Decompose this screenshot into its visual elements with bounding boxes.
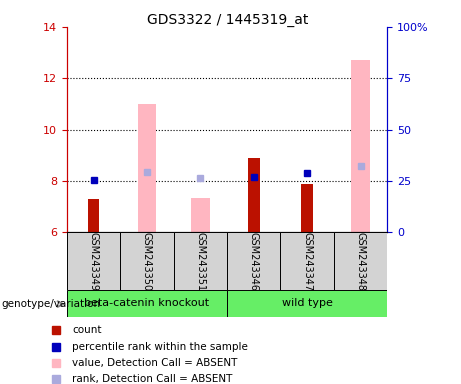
Bar (351, 60, 370, 232)
Bar (334, 232, 387, 290)
Text: genotype/variation: genotype/variation (1, 299, 100, 309)
Bar (280, 232, 334, 290)
Text: GSM243350: GSM243350 (142, 232, 152, 291)
Text: beta-catenin knockout: beta-catenin knockout (84, 298, 209, 308)
Bar (88, 199, 100, 232)
Text: rank, Detection Call = ABSENT: rank, Detection Call = ABSENT (72, 374, 233, 384)
Bar (174, 232, 227, 290)
Text: value, Detection Call = ABSENT: value, Detection Call = ABSENT (72, 358, 238, 368)
Bar (227, 232, 280, 290)
Bar (67, 290, 227, 317)
Text: GSM243348: GSM243348 (355, 232, 366, 291)
Text: count: count (72, 326, 102, 336)
Text: GDS3322 / 1445319_at: GDS3322 / 1445319_at (147, 13, 308, 27)
Bar (137, 104, 156, 232)
Text: percentile rank within the sample: percentile rank within the sample (72, 342, 248, 352)
Text: GSM243349: GSM243349 (89, 232, 99, 291)
Bar (301, 184, 313, 232)
Text: GSM243346: GSM243346 (249, 232, 259, 291)
Bar (227, 290, 387, 317)
Text: GSM243351: GSM243351 (195, 232, 205, 291)
Bar (120, 232, 174, 290)
Text: wild type: wild type (282, 298, 332, 308)
Bar (248, 158, 260, 232)
Bar (191, 198, 210, 232)
Text: GSM243347: GSM243347 (302, 232, 312, 291)
Bar (67, 232, 120, 290)
